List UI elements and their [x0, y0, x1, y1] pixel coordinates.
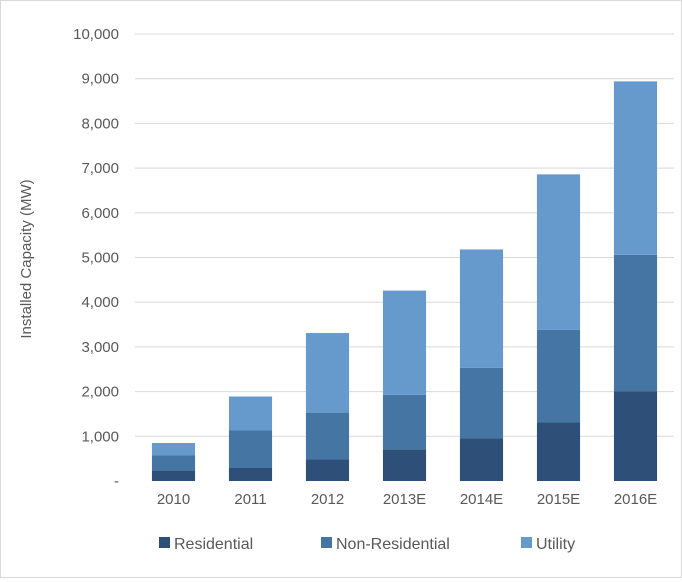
- bar-non-residential-2012: [305, 412, 350, 460]
- legend-label: Utility: [536, 536, 575, 553]
- y-tick-label: 6,000: [81, 205, 119, 222]
- y-tick-label: 3,000: [81, 339, 119, 356]
- y-axis-label: Installed Capacity (MW): [18, 179, 35, 338]
- bar-non-residential-2014e: [459, 367, 504, 439]
- x-tick-label: 2013E: [383, 491, 426, 508]
- legend-swatch: [521, 537, 532, 548]
- bar-non-residential-2011: [228, 430, 273, 468]
- bar-residential-2011: [228, 467, 273, 481]
- legend-label: Non-Residential: [336, 536, 450, 553]
- x-tick-label: 2014E: [460, 491, 503, 508]
- y-tick-label: 8,000: [81, 115, 119, 132]
- x-tick-label: 2015E: [537, 491, 580, 508]
- bar-utility-2011: [228, 396, 273, 431]
- y-tick-label: 1,000: [81, 428, 119, 445]
- bar-residential-2010: [151, 470, 196, 481]
- bar-non-residential-2016e: [613, 254, 658, 392]
- bar-residential-2012: [305, 459, 350, 481]
- y-tick-label: 9,000: [81, 71, 119, 88]
- x-tick-label: 2016E: [614, 491, 657, 508]
- y-tick-label: 7,000: [81, 160, 119, 177]
- bar-non-residential-2010: [151, 455, 196, 471]
- bar-utility-2010: [151, 443, 196, 456]
- y-tick-label: 2,000: [81, 384, 119, 401]
- x-tick-label: 2011: [234, 491, 266, 508]
- legend-swatch: [321, 537, 332, 548]
- bar-residential-2014e: [459, 438, 504, 481]
- legend-label: Residential: [174, 536, 253, 553]
- bar-residential-2016e: [613, 391, 658, 481]
- x-tick-label: 2012: [311, 491, 344, 508]
- bar-residential-2015e: [536, 422, 581, 481]
- gridlines: [135, 33, 674, 437]
- y-axis-ticks: - 1,000 2,000 3,000 4,000 5,000 6,000 7,000 8,00…: [73, 26, 119, 490]
- bar-utility-2016e: [613, 81, 658, 255]
- legend-swatch: [159, 537, 170, 548]
- y-tick-label: 4,000: [81, 294, 119, 311]
- legend: Residential Non-Residential Utility: [159, 536, 575, 553]
- y-tick-label: 5,000: [81, 250, 119, 267]
- bar-residential-2013e: [382, 449, 427, 481]
- y-tick-label: -: [114, 473, 119, 490]
- bar-utility-2012: [305, 333, 350, 413]
- bar-utility-2014e: [459, 249, 504, 368]
- bar-utility-2013e: [382, 290, 427, 395]
- x-axis-ticks: 2010 2011 2012 2013E 2014E 2015E 2016E: [157, 491, 657, 508]
- bars: [151, 81, 658, 481]
- y-tick-label: 10,000: [73, 26, 119, 43]
- bar-utility-2015e: [536, 174, 581, 330]
- bar-non-residential-2013e: [382, 394, 427, 450]
- bar-non-residential-2015e: [536, 329, 581, 423]
- x-tick-label: 2010: [157, 491, 190, 508]
